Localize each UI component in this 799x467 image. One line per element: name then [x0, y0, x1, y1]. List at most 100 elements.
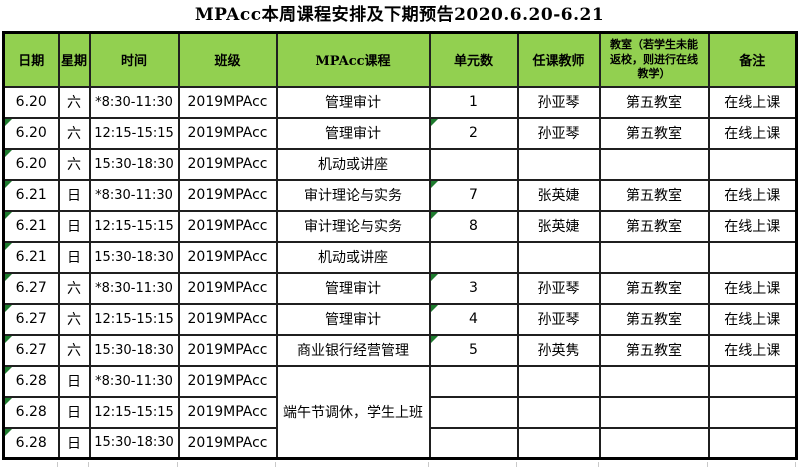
page-title[interactable]: MPAcc本周课程安排及下期预告2020.6.20-6.21: [194, 5, 605, 25]
cell-room[interactable]: 第五教室: [598, 302, 710, 336]
cell-teacher[interactable]: 张英婕: [516, 178, 601, 212]
cell-units[interactable]: 1: [428, 85, 519, 119]
header-course[interactable]: MPAcc课程: [275, 31, 431, 88]
cell-teacher[interactable]: [516, 240, 601, 274]
cell-time[interactable]: 12:15-15:15: [88, 302, 180, 336]
cell-teacher[interactable]: 孙英隽: [516, 333, 601, 367]
cell-teacher[interactable]: 张英婕: [516, 209, 601, 243]
cell-day[interactable]: 日: [57, 178, 91, 212]
cell-note[interactable]: [707, 395, 798, 429]
cell-date[interactable]: 6.28: [2, 364, 60, 398]
cell-day[interactable]: 六: [57, 85, 91, 119]
cell-note[interactable]: [707, 364, 798, 398]
cell-note[interactable]: [707, 426, 798, 460]
cell-room[interactable]: 第五教室: [598, 333, 710, 367]
cell-units[interactable]: 4: [428, 302, 519, 336]
cell-course[interactable]: 管理审计: [275, 85, 431, 119]
cell-date[interactable]: 6.27: [2, 302, 60, 336]
cell-date[interactable]: 6.21: [2, 240, 60, 274]
header-notes[interactable]: 备注: [707, 31, 798, 88]
cell-room[interactable]: 第五教室: [598, 271, 710, 305]
cell-note[interactable]: 在线上课: [707, 271, 798, 305]
header-time[interactable]: 时间: [88, 31, 180, 88]
cell-units[interactable]: 2: [428, 116, 519, 150]
header-room[interactable]: 教室（若学生未能返校，则进行在线教学）: [598, 31, 710, 88]
cell-room[interactable]: [598, 395, 710, 429]
cell-teacher[interactable]: [516, 147, 601, 181]
cell-units[interactable]: [428, 240, 519, 274]
cell-date[interactable]: 6.28: [2, 426, 60, 460]
cell-course[interactable]: 审计理论与实务: [275, 209, 431, 243]
header-teacher[interactable]: 任课教师: [516, 31, 601, 88]
cell-class[interactable]: 2019MPAcc: [177, 178, 278, 212]
cell-time[interactable]: *8:30-11:30: [88, 178, 180, 212]
cell-units[interactable]: 7: [428, 178, 519, 212]
cell-course[interactable]: 商业银行经营管理: [275, 333, 431, 367]
cell-time[interactable]: 15:30-18:30: [88, 426, 180, 460]
cell-day[interactable]: 六: [57, 147, 91, 181]
cell-teacher[interactable]: 孙亚琴: [516, 85, 601, 119]
cell-time[interactable]: 12:15-15:15: [88, 395, 180, 429]
cell-day[interactable]: 日: [57, 240, 91, 274]
cell-day[interactable]: 六: [57, 271, 91, 305]
cell-course[interactable]: 审计理论与实务: [275, 178, 431, 212]
cell-room[interactable]: 第五教室: [598, 178, 710, 212]
cell-date[interactable]: 6.20: [2, 116, 60, 150]
cell-class[interactable]: 2019MPAcc: [177, 240, 278, 274]
cell-note[interactable]: 在线上课: [707, 302, 798, 336]
cell-time[interactable]: 12:15-15:15: [88, 209, 180, 243]
cell-class[interactable]: 2019MPAcc: [177, 271, 278, 305]
cell-day[interactable]: 六: [57, 116, 91, 150]
cell-class[interactable]: 2019MPAcc: [177, 116, 278, 150]
cell-time[interactable]: *8:30-11:30: [88, 364, 180, 398]
cell-room[interactable]: [598, 147, 710, 181]
cell-class[interactable]: 2019MPAcc: [177, 395, 278, 429]
cell-teacher[interactable]: [516, 364, 601, 398]
cell-time[interactable]: *8:30-11:30: [88, 85, 180, 119]
cell-date[interactable]: 6.28: [2, 395, 60, 429]
cell-note[interactable]: 在线上课: [707, 333, 798, 367]
cell-note[interactable]: [707, 147, 798, 181]
cell-date[interactable]: 6.21: [2, 209, 60, 243]
cell-course[interactable]: 机动或讲座: [275, 147, 431, 181]
cell-room[interactable]: [598, 426, 710, 460]
cell-note[interactable]: 在线上课: [707, 116, 798, 150]
cell-day[interactable]: 日: [57, 395, 91, 429]
header-date[interactable]: 日期: [2, 31, 60, 88]
cell-course[interactable]: 机动或讲座: [275, 240, 431, 274]
header-units[interactable]: 单元数: [428, 31, 519, 88]
cell-teacher[interactable]: [516, 426, 601, 460]
cell-units[interactable]: 5: [428, 333, 519, 367]
cell-time[interactable]: 12:15-15:15: [88, 116, 180, 150]
cell-note[interactable]: [707, 240, 798, 274]
cell-room[interactable]: [598, 364, 710, 398]
cell-class[interactable]: 2019MPAcc: [177, 333, 278, 367]
cell-date[interactable]: 6.27: [2, 271, 60, 305]
cell-time[interactable]: 15:30-18:30: [88, 147, 180, 181]
cell-time[interactable]: *8:30-11:30: [88, 271, 180, 305]
cell-day[interactable]: 日: [57, 426, 91, 460]
cell-note[interactable]: 在线上课: [707, 178, 798, 212]
cell-units[interactable]: [428, 395, 519, 429]
cell-units[interactable]: 8: [428, 209, 519, 243]
cell-class[interactable]: 2019MPAcc: [177, 364, 278, 398]
cell-teacher[interactable]: [516, 395, 601, 429]
cell-course[interactable]: 管理审计: [275, 116, 431, 150]
cell-class[interactable]: 2019MPAcc: [177, 302, 278, 336]
cell-units[interactable]: [428, 364, 519, 398]
header-weekday[interactable]: 星期: [57, 31, 91, 88]
header-class[interactable]: 班级: [177, 31, 278, 88]
cell-date[interactable]: 6.20: [2, 85, 60, 119]
cell-units[interactable]: [428, 147, 519, 181]
cell-teacher[interactable]: 孙亚琴: [516, 116, 601, 150]
cell-date[interactable]: 6.27: [2, 333, 60, 367]
cell-room[interactable]: [598, 240, 710, 274]
cell-class[interactable]: 2019MPAcc: [177, 209, 278, 243]
cell-day[interactable]: 日: [57, 209, 91, 243]
cell-class[interactable]: 2019MPAcc: [177, 426, 278, 460]
cell-time[interactable]: 15:30-18:30: [88, 240, 180, 274]
cell-units[interactable]: 3: [428, 271, 519, 305]
cell-day[interactable]: 日: [57, 364, 91, 398]
cell-room[interactable]: 第五教室: [598, 209, 710, 243]
cell-class[interactable]: 2019MPAcc: [177, 147, 278, 181]
